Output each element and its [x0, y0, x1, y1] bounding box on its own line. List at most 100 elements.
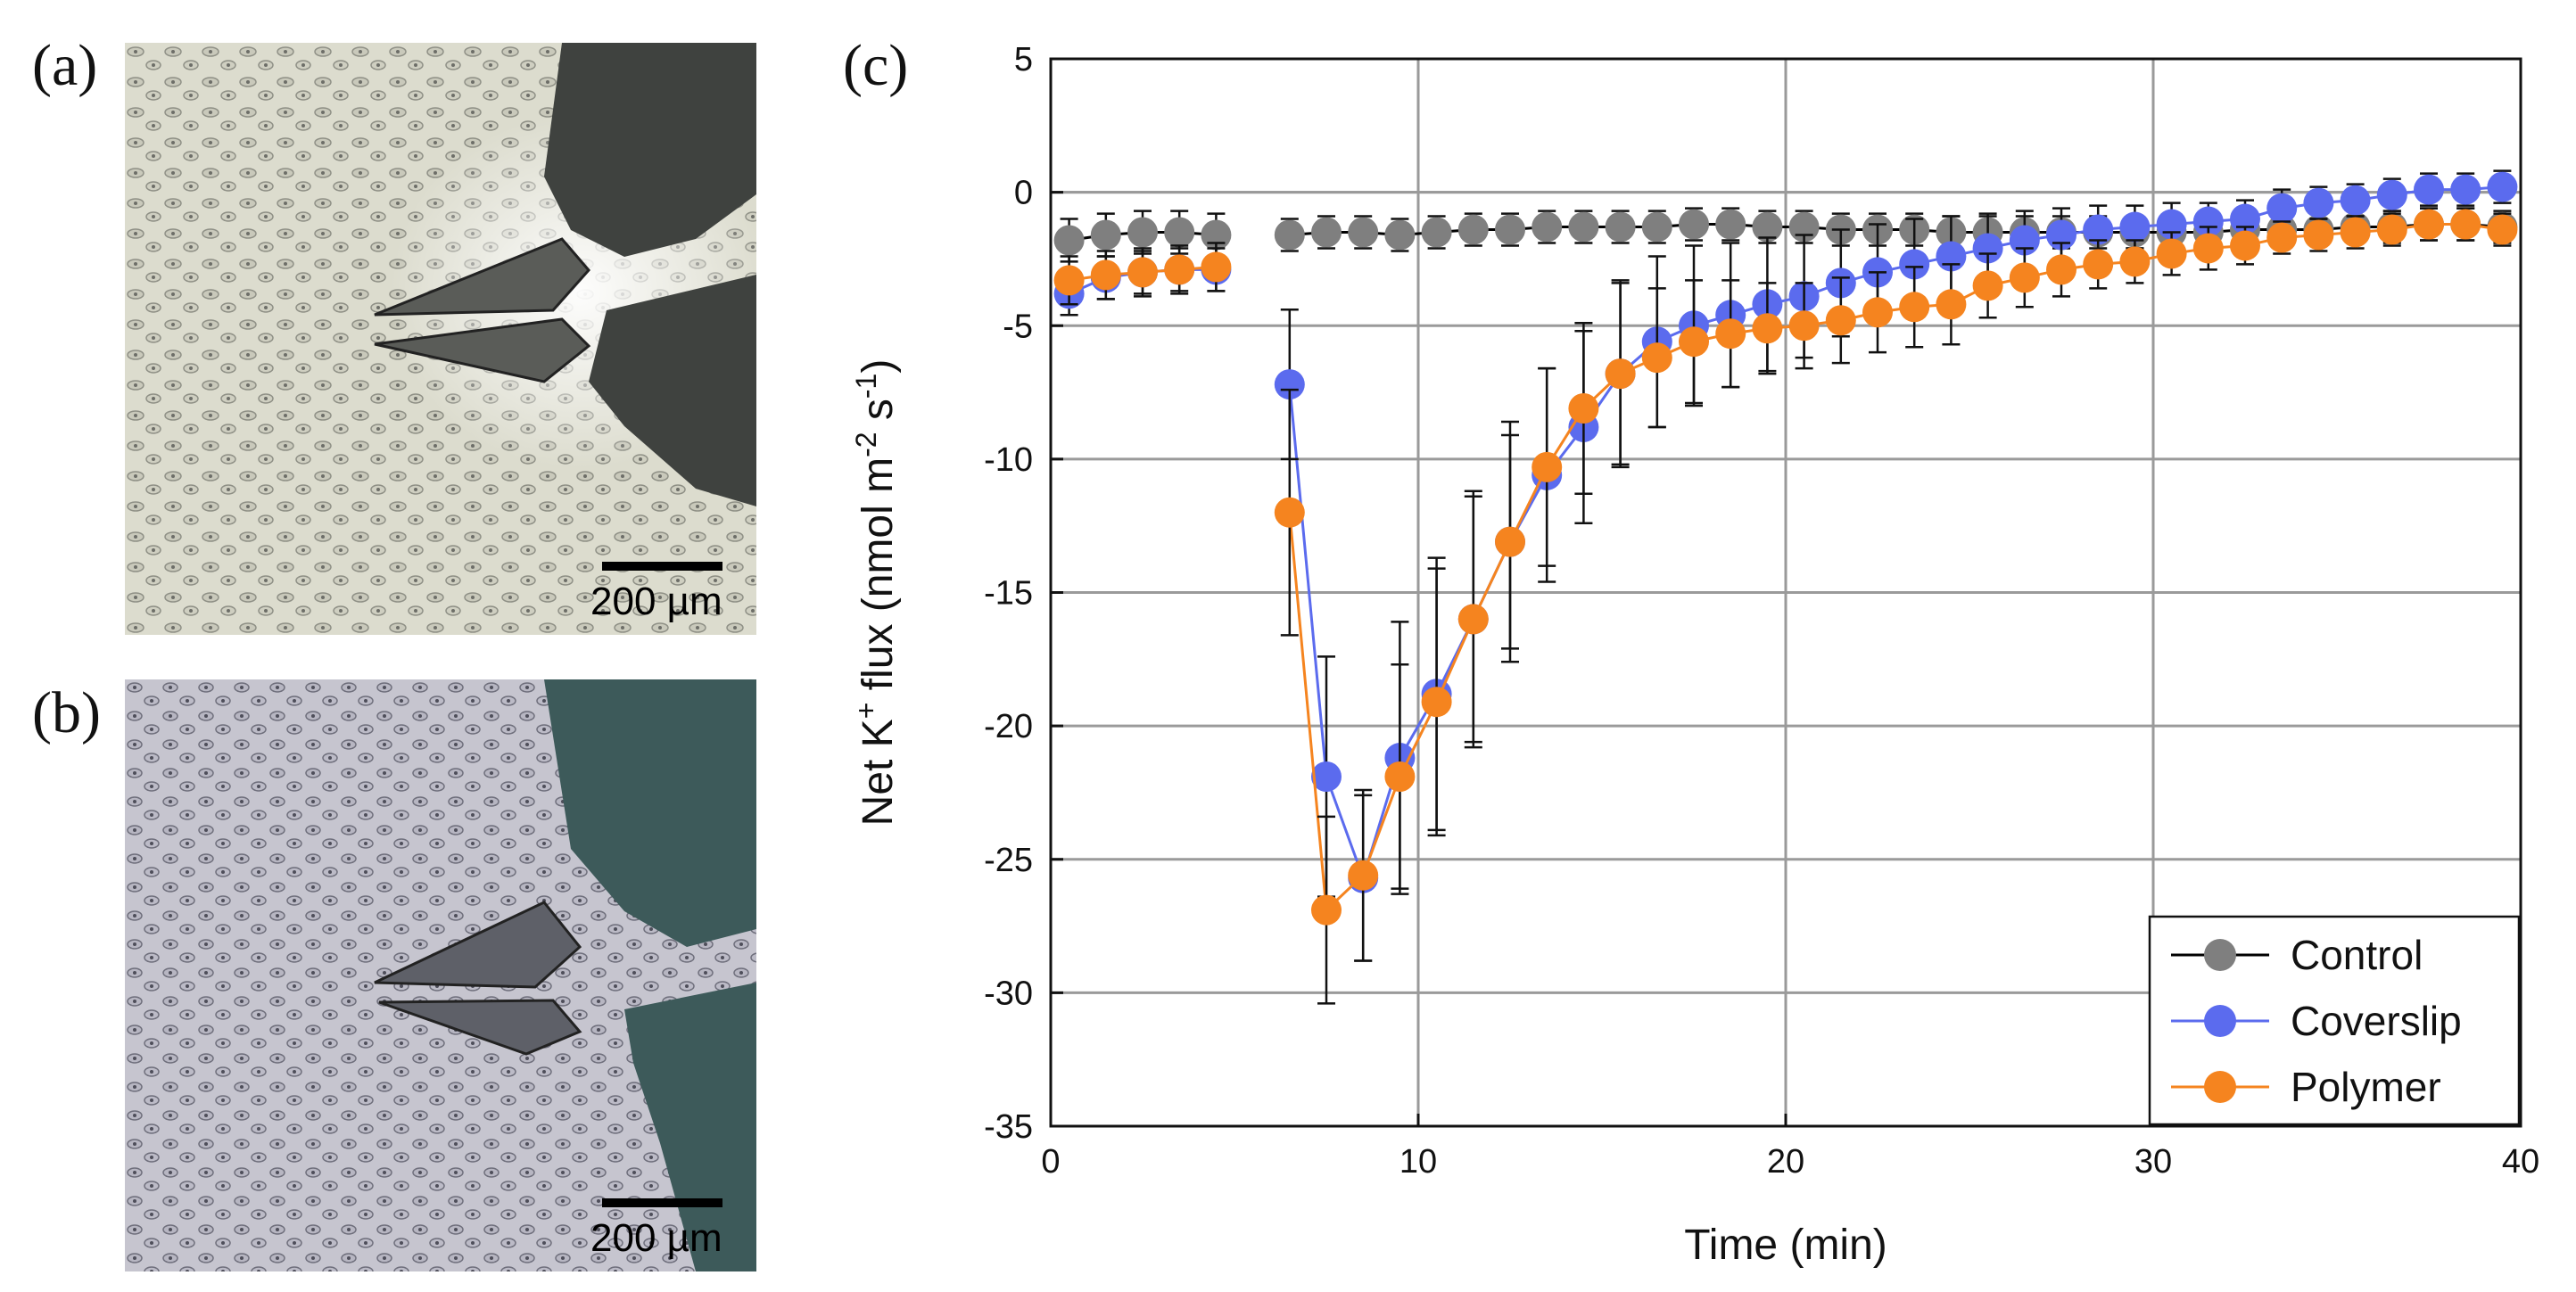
y-tick-label: -10 — [984, 441, 1033, 479]
data-point — [1311, 217, 1342, 248]
data-point — [1421, 217, 1452, 248]
legend-marker — [2204, 1071, 2236, 1103]
data-point — [2083, 249, 2114, 280]
scale-bar-b — [602, 1198, 722, 1207]
x-tick-label: 10 — [1399, 1143, 1437, 1181]
data-point — [1348, 217, 1379, 248]
data-point — [1164, 217, 1195, 248]
data-point — [1862, 297, 1893, 328]
data-point — [2340, 217, 2371, 248]
data-point — [1457, 604, 1489, 635]
data-point — [2156, 238, 2187, 269]
x-tick-label: 20 — [1767, 1143, 1804, 1181]
data-point — [1053, 265, 1085, 296]
data-point — [1348, 860, 1379, 891]
y-tick-label: -5 — [1003, 308, 1033, 345]
panel-label-b: (b) — [32, 680, 101, 745]
data-point — [1532, 451, 1563, 482]
x-tick-label: 0 — [1041, 1143, 1060, 1181]
data-point — [1384, 761, 1416, 792]
data-point — [1679, 209, 1709, 240]
data-point — [2450, 209, 2481, 240]
x-tick-label: 30 — [2134, 1143, 2172, 1181]
y-axis-title: Net K+ flux (nmol m-2 s-1) — [850, 359, 902, 827]
data-point — [2009, 262, 2040, 293]
data-point — [2376, 214, 2407, 245]
y-tick-label: -25 — [984, 842, 1033, 879]
data-point — [2303, 219, 2334, 251]
data-point — [1164, 254, 1195, 285]
y-tick-label: -20 — [984, 708, 1033, 745]
legend-label: Control — [2291, 932, 2423, 978]
data-point — [1936, 289, 1967, 320]
data-point — [1752, 313, 1783, 344]
panel-label-c: (c) — [843, 33, 909, 98]
data-point — [2119, 246, 2151, 277]
data-point — [2266, 193, 2298, 224]
data-point — [1090, 219, 1121, 251]
data-point — [2340, 185, 2371, 216]
data-point — [1715, 209, 1746, 240]
data-point — [2414, 174, 2444, 205]
scale-label-a: 200 µm — [590, 580, 722, 623]
data-point — [1568, 393, 1599, 424]
data-point — [1641, 342, 1672, 374]
data-point — [1825, 305, 1856, 336]
y-tick-label: 5 — [1014, 41, 1033, 78]
data-point — [1605, 358, 1636, 390]
data-point — [2192, 206, 2224, 237]
data-point — [2414, 209, 2444, 240]
y-tick-label: -15 — [984, 575, 1033, 613]
series-polymer — [1053, 207, 2518, 1005]
x-axis-title: Time (min) — [1684, 1222, 1887, 1269]
data-point — [1127, 257, 1158, 288]
data-point — [1641, 211, 1672, 243]
data-point — [1421, 687, 1452, 718]
data-point — [1274, 497, 1305, 528]
micrograph-a — [125, 43, 756, 635]
data-point — [1788, 310, 1820, 342]
data-point — [1752, 211, 1783, 243]
scale-bar-a — [602, 562, 722, 571]
data-point — [1495, 214, 1525, 245]
data-point — [1568, 211, 1599, 243]
data-point — [1715, 318, 1746, 350]
data-point — [2376, 179, 2407, 210]
data-point — [1972, 270, 2003, 301]
legend-marker — [2204, 939, 2236, 971]
data-point — [1274, 369, 1305, 400]
data-point — [2303, 187, 2334, 218]
legend: Control Coverslip Polymer — [2148, 915, 2521, 1126]
data-point — [1311, 894, 1342, 926]
data-point — [2450, 174, 2481, 205]
micrograph-b — [125, 679, 756, 1271]
data-point — [1457, 214, 1489, 245]
data-point — [1605, 211, 1636, 243]
data-point — [2230, 230, 2260, 261]
panel-label-a: (a) — [32, 33, 98, 98]
data-point — [2119, 211, 2151, 243]
data-point — [1899, 292, 1930, 323]
legend-marker — [2204, 1005, 2236, 1037]
data-point — [2192, 233, 2224, 264]
y-tick-label: 0 — [1014, 175, 1033, 212]
data-point — [1679, 326, 1709, 358]
data-point — [1532, 211, 1563, 243]
series-line — [1289, 223, 2503, 237]
series — [1053, 169, 2518, 1005]
legend-label: Coverslip — [2291, 998, 2462, 1044]
data-point — [1127, 217, 1158, 248]
data-point — [1972, 233, 2003, 264]
data-point — [1899, 249, 1930, 280]
data-point — [1311, 761, 1342, 792]
data-point — [2487, 214, 2518, 245]
legend-label: Polymer — [2291, 1064, 2441, 1110]
series-line — [1288, 223, 2503, 913]
data-point — [2046, 254, 2076, 285]
data-point — [2266, 222, 2298, 253]
data-point — [1053, 225, 1085, 256]
series-line — [1288, 185, 2503, 883]
